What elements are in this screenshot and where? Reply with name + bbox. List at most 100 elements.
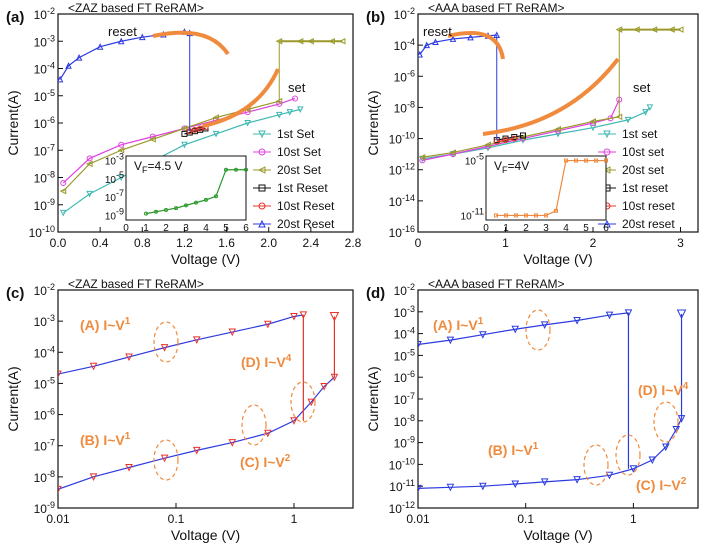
y-tick-label: 10-11: [389, 478, 415, 494]
series-point: [432, 38, 439, 46]
annotation-ellipse: [290, 381, 316, 423]
y-tick-label: 10-9: [34, 500, 55, 516]
inset-y-tick-label: 10-5: [105, 170, 124, 186]
data-point: [89, 362, 98, 371]
legend-marker: [257, 166, 266, 174]
x-tick-label: 0.8: [134, 236, 151, 250]
legend-label: 1st set: [622, 127, 658, 141]
x-tick-label: 0.01: [46, 512, 70, 526]
x-axis-title: Voltage (V): [523, 251, 592, 267]
inset-x-tick-label: 4: [203, 223, 209, 234]
inset-point: [564, 158, 568, 163]
legend-label: 1st Set: [277, 127, 315, 141]
compliance-point: [668, 26, 675, 33]
annotation: (C) I~V2: [240, 453, 291, 470]
inset-line: [145, 169, 246, 215]
annotation-ellipse: [153, 439, 179, 481]
legend-label: 20st set: [622, 163, 665, 177]
series-point: [117, 146, 125, 154]
y-tick-label: 10-6: [394, 369, 415, 385]
data-point: [511, 325, 520, 334]
data-point: [320, 383, 328, 391]
set-arrow: [482, 57, 620, 136]
y-tick-label: 10-6: [34, 407, 55, 423]
compliance-point: [296, 37, 304, 45]
y-tick-label: 10-10: [389, 456, 415, 472]
y-tick-label: 10-2: [394, 6, 415, 22]
x-tick-label: 1: [291, 512, 298, 526]
annotation: (A) I~V1: [433, 316, 484, 333]
inset-x-tick-label: 2: [523, 223, 529, 234]
legend-marker: [603, 148, 611, 156]
series-point: [191, 126, 198, 133]
legend-marker: [603, 130, 611, 139]
inset-point: [544, 213, 548, 218]
inset-x-tick-label: 3: [543, 223, 549, 234]
compliance-point: [650, 26, 658, 33]
inset-point: [224, 167, 228, 172]
x-tick-label: 0.01: [406, 512, 430, 526]
series-point: [197, 125, 204, 132]
legend-marker: [258, 184, 266, 192]
series-point: [286, 109, 294, 116]
reset-arrow: [447, 30, 505, 60]
x-tick-label: 2.0: [260, 236, 277, 250]
series-point: [96, 43, 104, 50]
data-point: [125, 353, 133, 362]
y-tick-label: 10-8: [34, 170, 55, 186]
y-tick-label: 10-7: [394, 391, 415, 407]
plot-frame: [57, 289, 354, 509]
plot-area: [418, 309, 687, 493]
plot-area: [58, 311, 340, 494]
series-line: [422, 107, 651, 160]
series-point: [138, 33, 146, 41]
data-point: [479, 482, 487, 491]
inset-point: [494, 213, 498, 218]
series-point: [418, 50, 424, 58]
panel-c: (c) <ZAZ based FT ReRAM> 10-9 10-8 10-7 10-6 1…: [5, 277, 354, 543]
inset-x-tick-label: 6: [243, 223, 249, 234]
y-tick-label: 10-5: [34, 375, 55, 391]
data-point: [573, 317, 581, 325]
inset-x-tick-label: 3: [183, 223, 189, 234]
x-tick-label: 0.0: [50, 236, 67, 250]
inset-y-tick-label: 10-9: [105, 206, 124, 222]
annotation-ellipse: [615, 434, 641, 476]
inset-point: [574, 158, 578, 163]
series-point: [117, 37, 125, 45]
series-point: [59, 187, 67, 195]
compliance-point: [338, 37, 346, 45]
series-point: [75, 53, 83, 61]
data-point: [228, 328, 237, 337]
y-tick-label: 10-3: [394, 304, 415, 320]
data-point: [418, 484, 422, 493]
annotation-ellipse: [241, 404, 267, 446]
x-axis-title: Voltage (V): [523, 527, 592, 543]
series-point: [60, 179, 67, 186]
series-point: [297, 106, 304, 113]
data-point: [446, 336, 455, 345]
y-tick-label: 10-7: [34, 438, 55, 454]
x-axis-title: Voltage (V): [171, 251, 240, 267]
x-tick-label: 0.4: [92, 236, 109, 250]
inset-y-tick-label: 10-7: [105, 188, 124, 204]
data-point: [192, 446, 201, 455]
inset-label: VF=4V: [494, 159, 529, 175]
x-tick-label: 1: [630, 512, 637, 526]
inset-point: [234, 167, 238, 172]
y-tick-label: 10-3: [34, 313, 55, 329]
legend-marker: [602, 166, 611, 174]
y-tick-label: 10-14: [389, 193, 415, 209]
series-point: [86, 155, 93, 162]
y-tick-label: 10-8: [34, 469, 55, 485]
y-tick-label: 10-8: [394, 99, 415, 115]
compliance-point: [307, 37, 314, 45]
series-point: [149, 136, 156, 143]
series-line: [62, 108, 301, 214]
series-line: [496, 134, 524, 141]
y-axis-title: Current(A): [365, 366, 381, 431]
series-point: [520, 132, 526, 139]
y-tick-label: 10-10: [389, 131, 415, 147]
data-point: [446, 483, 455, 492]
